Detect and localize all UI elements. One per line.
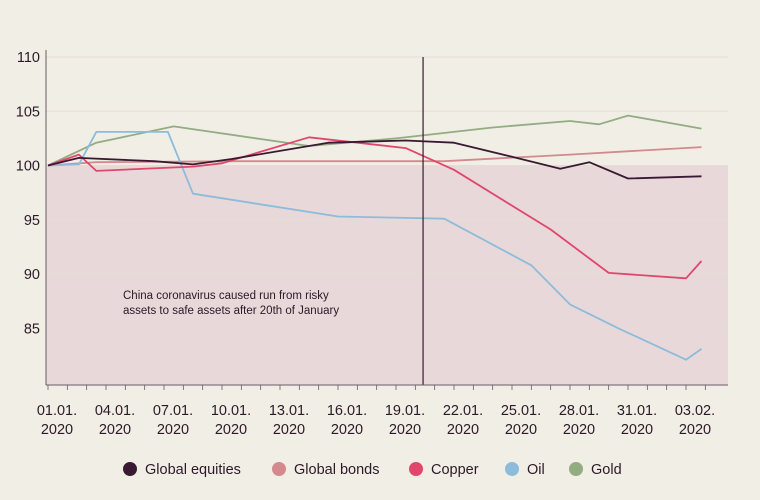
x-tick-year-label: 2020 (215, 422, 247, 438)
x-tick-label: 01.01. (37, 403, 77, 419)
x-tick-label: 13.01. (269, 403, 309, 419)
legend-label: Oil (527, 462, 545, 478)
x-tick-year-label: 2020 (41, 422, 73, 438)
y-tick-label: 90 (24, 267, 40, 283)
legend-label: Global equities (145, 462, 241, 478)
gridlines (46, 56, 728, 329)
x-tick-label: 10.01. (211, 403, 251, 419)
legend-item-global-equities: Global equities (123, 462, 241, 478)
x-tick-year-label: 2020 (389, 422, 421, 438)
y-tick-label: 110 (17, 50, 40, 66)
series-line-oil (47, 131, 703, 361)
x-tick-label: 22.01. (443, 403, 483, 419)
x-tick-label: 31.01. (617, 403, 657, 419)
legend-label: Gold (591, 462, 622, 478)
x-tick-year-label: 2020 (273, 422, 305, 438)
axes: 85 90 95 100 105 110 01.01. 2020 04.01. 2020 07.01… (16, 50, 728, 438)
series-lines (47, 114, 703, 361)
annotation-line-1: China coronavirus caused run from risky (123, 290, 329, 302)
x-tick-label: 07.01. (153, 403, 193, 419)
legend-item-global-bonds: Global bonds (272, 462, 379, 478)
x-tick-label: 04.01. (95, 403, 135, 419)
x-tick-year-label: 2020 (99, 422, 131, 438)
x-tick-year-label: 2020 (447, 422, 479, 438)
legend-item-copper: Copper (409, 462, 479, 478)
x-tick-label: 25.01. (501, 403, 541, 419)
y-tick-label: 95 (24, 213, 40, 229)
plot-background (46, 165, 728, 385)
x-tick-year-label: 2020 (157, 422, 189, 438)
x-tick-year-label: 2020 (331, 422, 363, 438)
legend-swatch (505, 462, 519, 476)
x-tick-label: 28.01. (559, 403, 599, 419)
legend: Global equities Global bonds Copper Oil Gold (123, 462, 622, 478)
x-tick-year-label: 2020 (679, 422, 711, 438)
x-tick-year-label: 2020 (621, 422, 653, 438)
legend-item-gold: Gold (569, 462, 622, 478)
annotation: China coronavirus caused run from risky … (123, 290, 339, 317)
legend-swatch (123, 462, 137, 476)
x-tick-label: 19.01. (385, 403, 425, 419)
legend-item-oil: Oil (505, 462, 545, 478)
annotation-line-2: assets to safe assets after 20th of Janu… (123, 305, 339, 317)
legend-label: Global bonds (294, 462, 379, 478)
legend-label: Copper (431, 462, 479, 478)
shaded-below-100 (46, 165, 728, 385)
x-tick-year-label: 2020 (505, 422, 537, 438)
series-line-gold (47, 114, 702, 167)
x-tick-label: 16.01. (327, 403, 367, 419)
legend-swatch (569, 462, 583, 476)
legend-swatch (409, 462, 423, 476)
y-tick-label: 105 (16, 104, 40, 120)
y-tick-label: 100 (16, 159, 40, 175)
series-line-global-equities (47, 139, 702, 180)
x-tick-label: 03.02. (675, 403, 715, 419)
series-line-global-bonds (47, 146, 702, 167)
x-tick-year-label: 2020 (563, 422, 595, 438)
y-tick-label: 85 (24, 321, 40, 337)
legend-swatch (272, 462, 286, 476)
